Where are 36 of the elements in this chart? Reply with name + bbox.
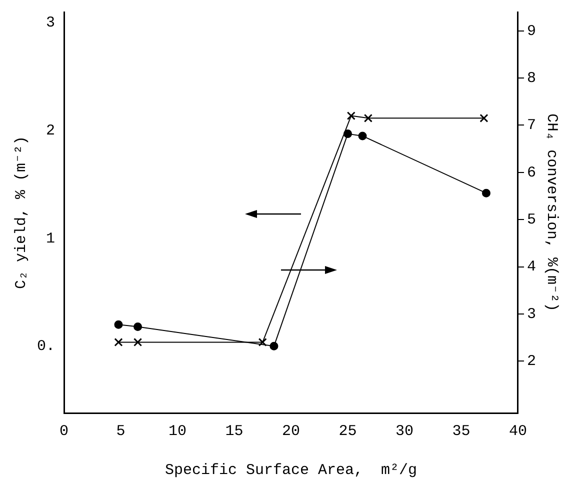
- y-tick-label: 2: [46, 122, 56, 140]
- y2-tick-label: 7: [527, 117, 536, 134]
- y2-tick-label: 4: [527, 258, 536, 276]
- point: [346, 112, 356, 120]
- x-tick-label: 40: [508, 422, 528, 440]
- point: [358, 132, 367, 140]
- x-tick-label: 10: [168, 422, 187, 440]
- x-tick-label: 20: [282, 422, 300, 440]
- y-tick-label: 0.: [36, 338, 56, 356]
- x-tick-label: 15: [225, 422, 244, 440]
- point: [344, 130, 352, 138]
- x-tick-label: 30: [395, 422, 414, 440]
- y-tick-label: 3: [46, 14, 56, 32]
- y2-axis-title: CH₄ conversion, %(m⁻²): [543, 113, 560, 312]
- point: [114, 338, 123, 347]
- point: [114, 320, 123, 329]
- x-tick-label: 0: [59, 422, 69, 440]
- point: [258, 338, 267, 347]
- y2-tick-label: 3: [527, 306, 536, 323]
- point: [133, 338, 142, 347]
- point: [270, 342, 278, 350]
- y2-tick-label: 8: [527, 70, 536, 88]
- point: [364, 114, 372, 122]
- y2-tick-label: 5: [527, 212, 536, 229]
- y-tick-label: 1: [46, 230, 56, 248]
- y2-tick-label: 9: [527, 22, 536, 40]
- x-tick-label: 5: [116, 422, 126, 440]
- x-tick-label: 25: [338, 422, 357, 440]
- x-tick-label: 35: [452, 422, 470, 440]
- y-axis-title: C₂ yield, % (m⁻²): [12, 136, 30, 290]
- point: [134, 322, 142, 332]
- point: [482, 188, 490, 198]
- x-axis-title: Specific Surface Area, m²/g: [164, 462, 418, 479]
- y2-tick-label: 2: [527, 353, 536, 370]
- point: [480, 114, 488, 122]
- y2-tick-label: 6: [527, 164, 536, 182]
